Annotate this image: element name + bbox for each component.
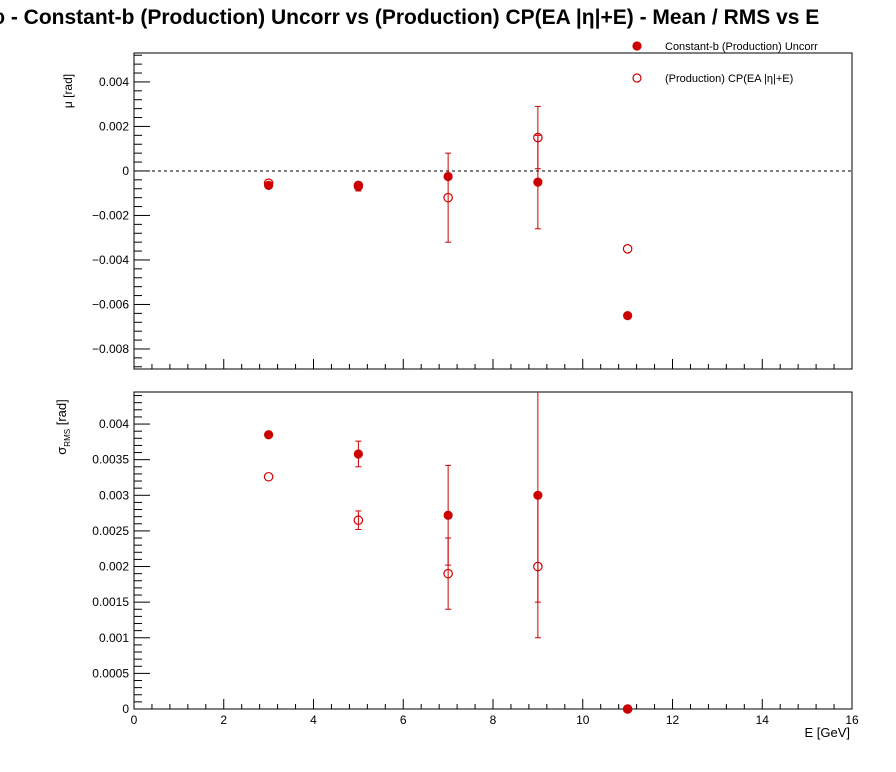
data-point-filled	[533, 177, 543, 187]
chart-title: φ - Constant-b (Production) Uncorr vs (P…	[0, 6, 820, 29]
x-tick-label: 6	[400, 713, 407, 727]
x-tick-label: 8	[490, 713, 497, 727]
plot-frame	[133, 391, 853, 710]
data-point-open	[443, 568, 453, 579]
y-axis-label: μ [rad]	[61, 74, 75, 108]
data-point-filled	[264, 180, 274, 191]
x-tick-label: 0	[131, 713, 138, 727]
mean-panel: −0.008 −0.006 −0.004 −0.002 0 0.002 0.004 μ [ra…	[61, 52, 853, 370]
y-tick-label: 0.001	[99, 631, 129, 645]
y-tick-label: 0	[122, 702, 129, 716]
y-axis-label: σRMS [rad]	[54, 399, 72, 454]
y-tick-label: 0.0005	[92, 666, 129, 680]
data-point-filled	[443, 510, 453, 520]
data-point-open	[353, 180, 364, 191]
rms-panel: 0 0.0005 0.001 0.0015 0.002 0.0025 0.003 0.0035…	[54, 391, 859, 740]
y-tick-label: 0.004	[99, 75, 129, 89]
y-tick-label: −0.006	[92, 297, 129, 311]
x-tick-label: 2	[220, 713, 227, 727]
data-point-open	[533, 132, 543, 143]
y-tick-label: −0.004	[92, 253, 129, 267]
plot-frame	[133, 52, 853, 370]
data-point-open	[622, 244, 633, 254]
data-point-filled	[353, 449, 363, 459]
y-tick-label: −0.002	[92, 208, 129, 222]
y-tick-label: 0	[122, 164, 129, 178]
x-tick-label: 16	[845, 713, 859, 727]
data-point-open	[353, 515, 364, 526]
data-point-open	[622, 704, 633, 714]
x-axis-label: E [GeV]	[804, 725, 850, 740]
legend-marker-filled	[632, 41, 642, 51]
y-tick-label: 0.002	[99, 119, 129, 133]
y-tick-label: −0.008	[92, 342, 129, 356]
legend-label: (Production) CP(EA |η|+E)	[665, 73, 793, 85]
y-tick-label: 0.004	[99, 417, 129, 431]
data-point-open	[443, 192, 453, 203]
data-point-filled	[264, 430, 274, 440]
data-point-filled	[443, 171, 453, 182]
y-tick-label: 0.002	[99, 560, 129, 574]
legend-label: Constant-b (Production) Uncorr	[665, 41, 818, 53]
data-point-open	[263, 471, 274, 482]
legend: Constant-b (Production) Uncorr (Productio…	[632, 41, 818, 85]
x-tick-label: 12	[666, 713, 680, 727]
data-point-filled	[623, 310, 633, 321]
x-tick-label: 10	[576, 713, 590, 727]
y-tick-label: 0.003	[99, 488, 129, 502]
data-point-open	[263, 178, 274, 188]
data-point-filled	[533, 490, 543, 500]
y-tick-label: 0.0015	[92, 595, 129, 609]
y-tick-label: 0.0025	[92, 524, 129, 538]
legend-marker-open	[632, 73, 642, 83]
x-tick-label: 4	[310, 713, 317, 727]
x-tick-label: 14	[756, 713, 770, 727]
data-point-open	[533, 561, 543, 572]
y-tick-label: 0.0035	[92, 453, 129, 467]
